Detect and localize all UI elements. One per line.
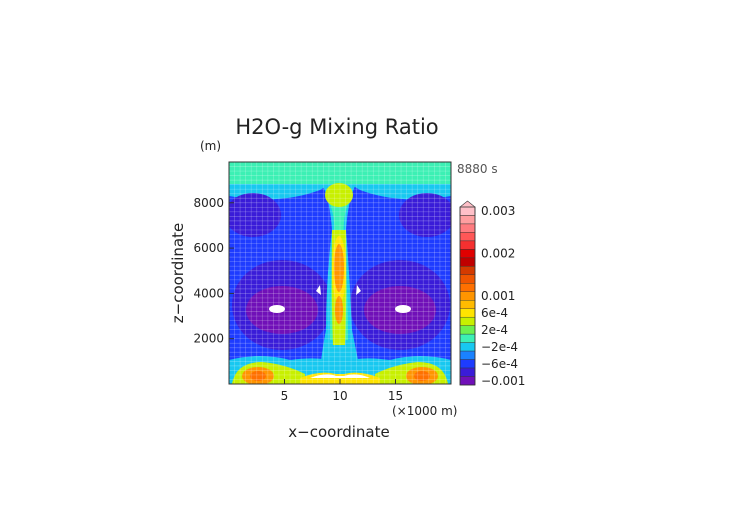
field-surface-left-core [250, 371, 266, 381]
x-tick-label: 10 [332, 389, 347, 403]
undefined-patch-center-right [356, 285, 361, 295]
colorbar-segment [459, 316, 476, 326]
colorbar-segment [459, 257, 476, 267]
field-surface-gap [310, 374, 370, 378]
x-tick-label: 15 [388, 389, 403, 403]
field-surface-right-core [414, 371, 430, 381]
colorbar-segment [459, 240, 476, 250]
colorbar-segment [459, 367, 476, 377]
colorbar-segment [459, 283, 476, 292]
colorbar-segment [459, 232, 476, 242]
colorbar-label: −2e-4 [481, 340, 518, 354]
undefined-patch-center-left [316, 285, 321, 295]
y-tick-label: 6000 [193, 241, 224, 255]
colorbar-segment [459, 376, 476, 386]
colorbar-segment [459, 291, 476, 301]
field-top-layer [229, 162, 451, 184]
time-label: 8880 s [457, 162, 498, 176]
field-column-core [334, 244, 344, 292]
colorbar-segment [459, 350, 476, 360]
x-tick-label: 5 [281, 389, 289, 403]
x-axis-ticks: 5 10 15 [281, 379, 403, 403]
colorbar-labels: 0.003 0.002 0.001 6e-4 2e-4 −2e-4 −6e-4 −0.001 [481, 204, 525, 388]
colorbar-segment [459, 215, 476, 225]
colorbar-label: −6e-4 [481, 357, 518, 371]
undefined-patch-right [395, 305, 411, 313]
colorbar-label: 0.001 [481, 289, 515, 303]
colorbar-segment [459, 325, 476, 335]
colorbar-segment [459, 359, 476, 369]
colorbar-segment [459, 308, 476, 318]
x-axis-label: x−coordinate [288, 423, 389, 441]
field-upper-left-dark [229, 193, 281, 237]
colorbar [459, 200, 476, 386]
colorbar-label: 2e-4 [481, 323, 508, 337]
undefined-patch-left [269, 305, 285, 313]
field-column-lower-core [335, 296, 343, 324]
plot-grid [229, 162, 451, 384]
field-upper-right-dark [399, 193, 451, 237]
colorbar-segment [459, 342, 476, 352]
colorbar-label: 6e-4 [481, 306, 508, 320]
y-axis-label: z−coordinate [169, 223, 187, 323]
plot-area: 5 10 15 2000 4000 6000 8000 [193, 161, 452, 403]
colorbar-segment [459, 200, 476, 216]
chart-title: H2O-g Mixing Ratio [235, 115, 438, 139]
colorbar-label: 0.002 [481, 247, 515, 261]
y-tick-label: 8000 [193, 196, 224, 210]
x-unit-label: (×1000 m) [392, 404, 457, 418]
colorbar-segment [459, 223, 476, 233]
colorbar-segment [459, 266, 476, 276]
field-column-top [325, 183, 353, 207]
colorbar-segment [459, 274, 476, 284]
y-tick-label: 4000 [193, 286, 224, 300]
y-tick-label: 2000 [193, 332, 224, 346]
colorbar-frame [459, 206, 476, 386]
colorbar-label: −0.001 [481, 374, 525, 388]
colorbar-label: 0.003 [481, 204, 515, 218]
colorbar-segment [459, 249, 476, 259]
y-axis-ticks: 2000 4000 6000 8000 [193, 196, 234, 346]
y-unit-label: (m) [200, 139, 221, 153]
colorbar-segment [459, 333, 476, 343]
colorbar-segment [459, 300, 476, 309]
